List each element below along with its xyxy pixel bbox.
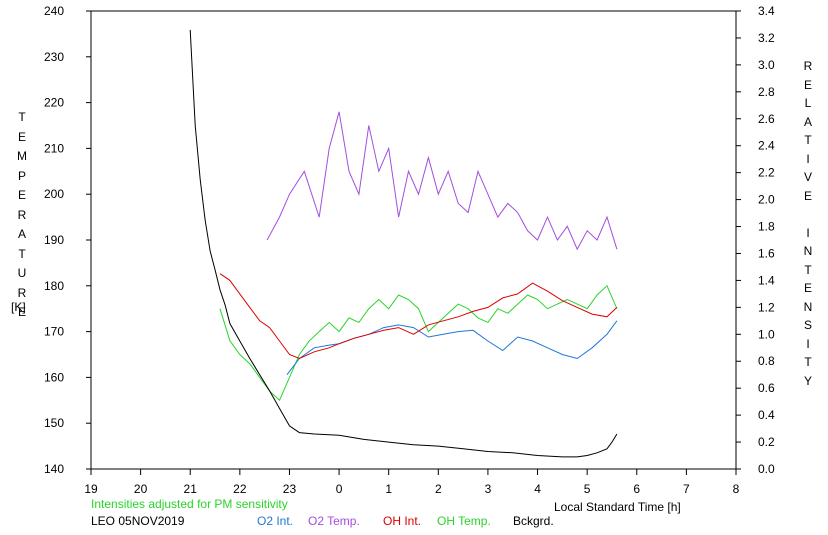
left-tick-label: 240	[44, 4, 64, 18]
x-tick-label: 22	[233, 482, 247, 496]
legend-oh-int: OH Int.	[383, 514, 422, 528]
right-tick-label: 2.6	[758, 112, 775, 126]
left-tick-label: 210	[44, 141, 64, 155]
x-tick-label: 1	[385, 482, 392, 496]
sensitivity-note: Intensities adjusted for PM sensitivity	[91, 497, 288, 511]
plot-frame	[90, 10, 737, 470]
left-tick-label: 140	[44, 462, 64, 476]
right-tick-label: 1.2	[758, 300, 775, 314]
right-tick-label: 2.4	[758, 139, 775, 153]
series-line-oh-int	[219, 273, 618, 360]
left-tick-label: 170	[44, 325, 64, 339]
x-tick-label: 21	[184, 482, 198, 496]
left-axis-unit: [K]	[11, 300, 26, 314]
left-tick-label: 230	[44, 50, 64, 64]
right-tick-label: 1.4	[758, 273, 775, 287]
legend-o2-int: O2 Int.	[257, 514, 294, 528]
x-tick-label: 23	[283, 482, 297, 496]
right-tick-label: 2.0	[758, 193, 775, 207]
right-tick-label: 2.8	[758, 85, 775, 99]
x-tick-label: 19	[84, 482, 98, 496]
left-tick-label: 160	[44, 370, 64, 384]
right-tick-label: 1.8	[758, 220, 775, 234]
right-tick-label: 0.8	[758, 354, 775, 368]
x-tick-label: 3	[485, 482, 492, 496]
left-axis-title: T E M P E R A T U R E	[17, 110, 27, 319]
site-date-label: LEO 05NOV2019	[91, 514, 185, 528]
right-tick-label: 3.0	[758, 58, 775, 72]
x-tick-label: 20	[134, 482, 148, 496]
left-axis: 140 150 160 170 180 190 200 210 220 230 240	[44, 4, 91, 476]
x-axis-title: Local Standard Time [h]	[554, 500, 681, 514]
right-tick-label: 0.2	[758, 435, 775, 449]
right-tick-label: 3.4	[758, 4, 775, 18]
x-tick-label: 5	[584, 482, 591, 496]
x-tick-label: 0	[336, 482, 343, 496]
left-tick-label: 200	[44, 187, 64, 201]
right-tick-label: 0.6	[758, 381, 775, 395]
right-tick-label: 1.6	[758, 246, 775, 260]
right-tick-label: 0.0	[758, 462, 775, 476]
right-axis: 0.0 0.2 0.4 0.6 0.8 1.0 1.2 1.4 1.6 1.8 2.0 2.2 2.4 2…	[736, 4, 775, 476]
legend-o2-temp: O2 Temp.	[308, 514, 360, 528]
x-tick-label: 7	[683, 482, 690, 496]
left-tick-label: 190	[44, 233, 64, 247]
x-axis: 19 20 21 22 23 0 1 2 3 4 5 6 7 8	[84, 469, 740, 496]
series-line-bckgrd	[189, 29, 618, 458]
x-tick-label: 6	[633, 482, 640, 496]
right-tick-label: 0.4	[758, 408, 775, 422]
x-tick-label: 2	[435, 482, 442, 496]
left-tick-label: 150	[44, 416, 64, 430]
series-line-o2-temp	[266, 111, 618, 251]
left-tick-label: 180	[44, 279, 64, 293]
x-tick-label: 8	[733, 482, 740, 496]
right-tick-label: 3.2	[758, 31, 775, 45]
right-tick-label: 1.0	[758, 327, 775, 341]
legend-bckgrd: Bckgrd.	[513, 514, 554, 528]
right-tick-label: 2.2	[758, 166, 775, 180]
x-tick-label: 4	[534, 482, 541, 496]
series-line-oh-temp	[219, 284, 618, 402]
right-axis-title: R E L A T I V E I N T E N S I T Y	[803, 59, 813, 388]
series-layer	[189, 29, 618, 458]
left-tick-label: 220	[44, 96, 64, 110]
legend-oh-temp: OH Temp.	[437, 514, 491, 528]
